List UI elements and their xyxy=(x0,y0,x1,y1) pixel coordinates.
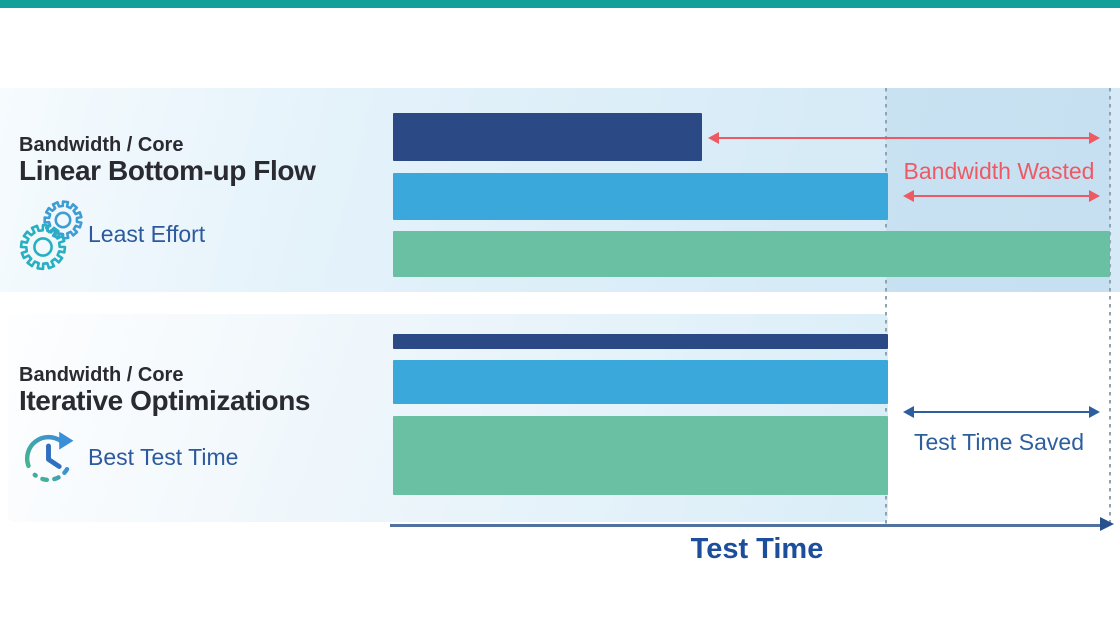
linear-finish-dashed-line xyxy=(1109,88,1111,525)
panel2-title: Iterative Optimizations xyxy=(19,385,311,416)
test-time-saved-label: Test Time Saved xyxy=(913,429,1085,455)
gears-icon xyxy=(19,200,83,271)
top-accent-bar xyxy=(0,0,1120,8)
panel1-title: Linear Bottom-up Flow xyxy=(19,155,316,186)
panel2-eyebrow: Bandwidth / Core xyxy=(19,364,184,386)
test-time-axis-arrowhead xyxy=(1100,517,1114,531)
panel1-caption: Least Effort xyxy=(88,221,206,247)
panel1-eyebrow: Bandwidth / Core xyxy=(19,134,184,156)
iteration-clock-icon xyxy=(24,431,74,483)
bar-iterative-optimizations-core-3 xyxy=(393,416,888,495)
bar-iterative-optimizations-core-2 xyxy=(393,360,888,404)
bar-linear-bottom-up-flow-core-1 xyxy=(393,113,702,161)
bar-linear-bottom-up-flow-core-2 xyxy=(393,173,888,220)
iterative-finish-dashed-line xyxy=(885,88,887,525)
bar-linear-bottom-up-flow-core-3 xyxy=(393,231,1110,277)
bandwidth-wasted-label: Bandwidth Wasted xyxy=(903,158,1095,184)
bar-iterative-optimizations-core-1 xyxy=(393,334,888,349)
test-time-axis-line xyxy=(390,524,1102,527)
test-time-axis-label: Test Time xyxy=(690,533,824,565)
panel2-caption: Best Test Time xyxy=(88,444,239,470)
